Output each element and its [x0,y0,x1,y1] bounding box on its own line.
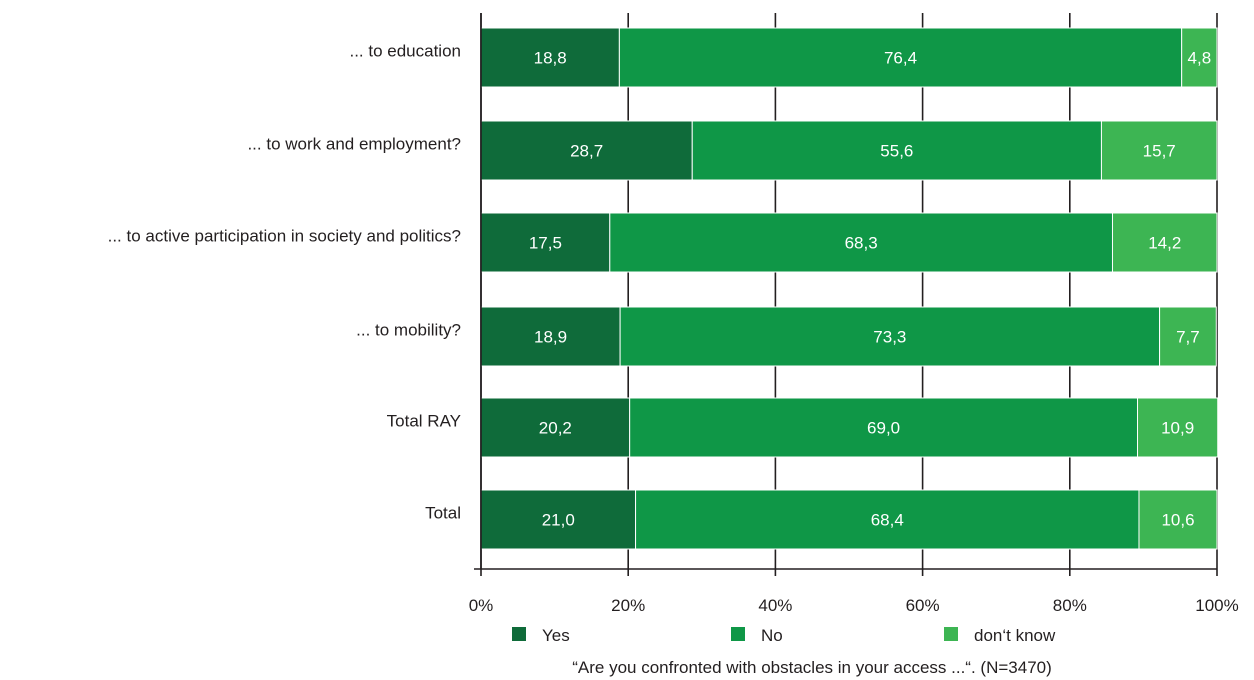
data-label: 69,0 [867,419,900,438]
legend-swatch-2 [944,627,958,641]
legend-label: No [761,626,783,645]
data-label: 10,6 [1161,511,1194,530]
bars: 18,8 76,4 4,8 28,7 55,6 15,7 17,5 68,3 14,2 18,9 7… [480,27,1219,550]
data-label: 73,3 [873,328,906,347]
data-label: 21,0 [542,511,575,530]
data-label: 68,4 [871,511,904,530]
category-label: ... to education [349,42,461,61]
data-label: 18,8 [534,49,567,68]
category-label: ... to active participation in society a… [108,227,461,246]
bar-segment-yes-2 [480,212,611,273]
x-tick-label: 60% [906,596,940,615]
legend-label: don‘t know [974,626,1056,645]
legend: Yes No don‘t know [512,626,1056,645]
category-label: Total RAY [387,412,461,431]
legend-swatch-0 [512,627,526,641]
bar-segment-no-4 [629,397,1139,458]
bar-segment-no-2 [609,212,1113,273]
data-label: 28,7 [570,142,603,161]
data-label: 18,9 [534,328,567,347]
bar-segment-yes-3 [480,306,621,367]
legend-swatch-1 [731,627,745,641]
data-label: 17,5 [529,234,562,253]
data-label: 7,7 [1176,328,1200,347]
axes [474,13,1217,570]
data-label: 4,8 [1188,49,1212,68]
data-label: 20,2 [539,419,572,438]
bar-segment-don-t-know-2 [1111,212,1218,273]
bar-segment-don-t-know-0 [1181,27,1218,88]
data-label: 14,2 [1148,234,1181,253]
data-label: 15,7 [1143,142,1176,161]
bar-segment-yes-4 [480,397,631,458]
category-label: Total [425,504,461,523]
data-label: 10,9 [1161,419,1194,438]
x-tick-label: 80% [1053,596,1087,615]
category-label: ... to work and employment? [247,135,461,154]
bar-segment-yes-0 [480,27,620,88]
bar-segment-no-1 [691,120,1102,181]
x-tick-label: 40% [758,596,792,615]
data-label: 68,3 [845,234,878,253]
bar-segment-no-3 [619,306,1161,367]
bar-segment-yes-1 [480,120,693,181]
x-tick-label: 20% [611,596,645,615]
bar-segment-no-5 [635,489,1140,550]
bar-segment-don-t-know-4 [1137,397,1219,458]
x-tick-labels: 0% 20% 40% 60% 80% 100% [469,596,1239,615]
x-tick-label: 0% [469,596,494,615]
data-label: 55,6 [880,142,913,161]
chart-caption: “Are you confronted with obstacles in yo… [572,658,1052,677]
bar-segment-don-t-know-3 [1159,306,1217,367]
bar-segment-don-t-know-5 [1138,489,1218,550]
bar-segment-don-t-know-1 [1100,120,1218,181]
data-label: 76,4 [884,49,917,68]
category-label: ... to mobility? [356,321,461,340]
x-tick-label: 100% [1195,596,1238,615]
legend-label: Yes [542,626,570,645]
category-labels: ... to education ... to work and employme… [108,42,461,523]
